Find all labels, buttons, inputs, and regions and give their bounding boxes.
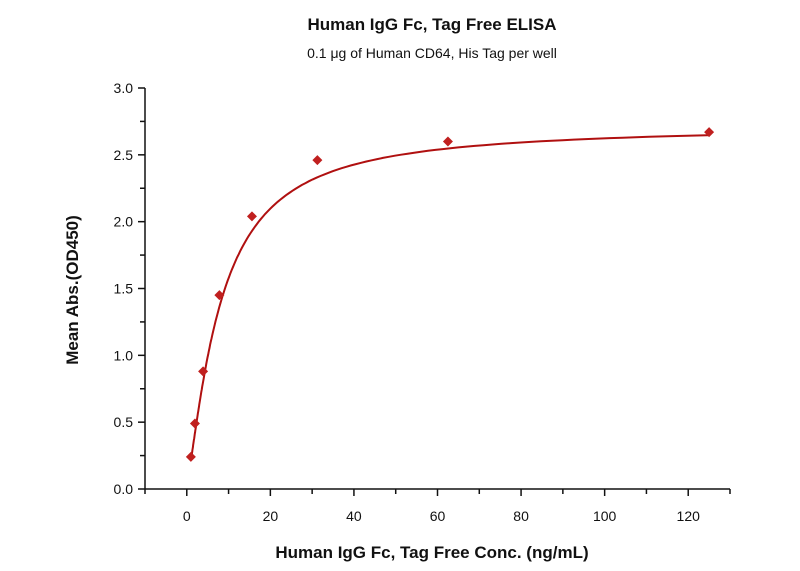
y-axis-label: Mean Abs.(OD450) [63,215,82,365]
x-tick-label: 100 [593,508,617,524]
data-point [246,211,257,222]
y-tick-label: 1.0 [114,347,134,363]
data-point [185,451,196,462]
y-tick-label: 0.5 [114,414,134,430]
data-point [214,290,225,301]
chart-title: Human IgG Fc, Tag Free ELISA [307,15,556,34]
y-tick-label: 0.0 [114,481,134,497]
x-tick-label: 0 [183,508,191,524]
x-tick-label: 60 [430,508,446,524]
x-axis-label: Human IgG Fc, Tag Free Conc. (ng/mL) [275,543,588,562]
x-tick-label: 120 [677,508,701,524]
fit-curve [189,134,710,461]
x-tick-label: 40 [346,508,362,524]
data-point [442,136,453,147]
x-tick-label: 20 [263,508,279,524]
y-tick-label: 1.5 [114,281,134,297]
x-tick-label: 80 [513,508,529,524]
y-tick-label: 3.0 [114,80,134,96]
y-tick-label: 2.0 [114,214,134,230]
data-point [198,366,209,377]
chart-subtitle: 0.1 μg of Human CD64, His Tag per well [307,45,557,61]
data-point [704,127,715,138]
data-point [189,418,200,429]
data-point [312,155,323,166]
y-tick-label: 2.5 [114,147,134,163]
